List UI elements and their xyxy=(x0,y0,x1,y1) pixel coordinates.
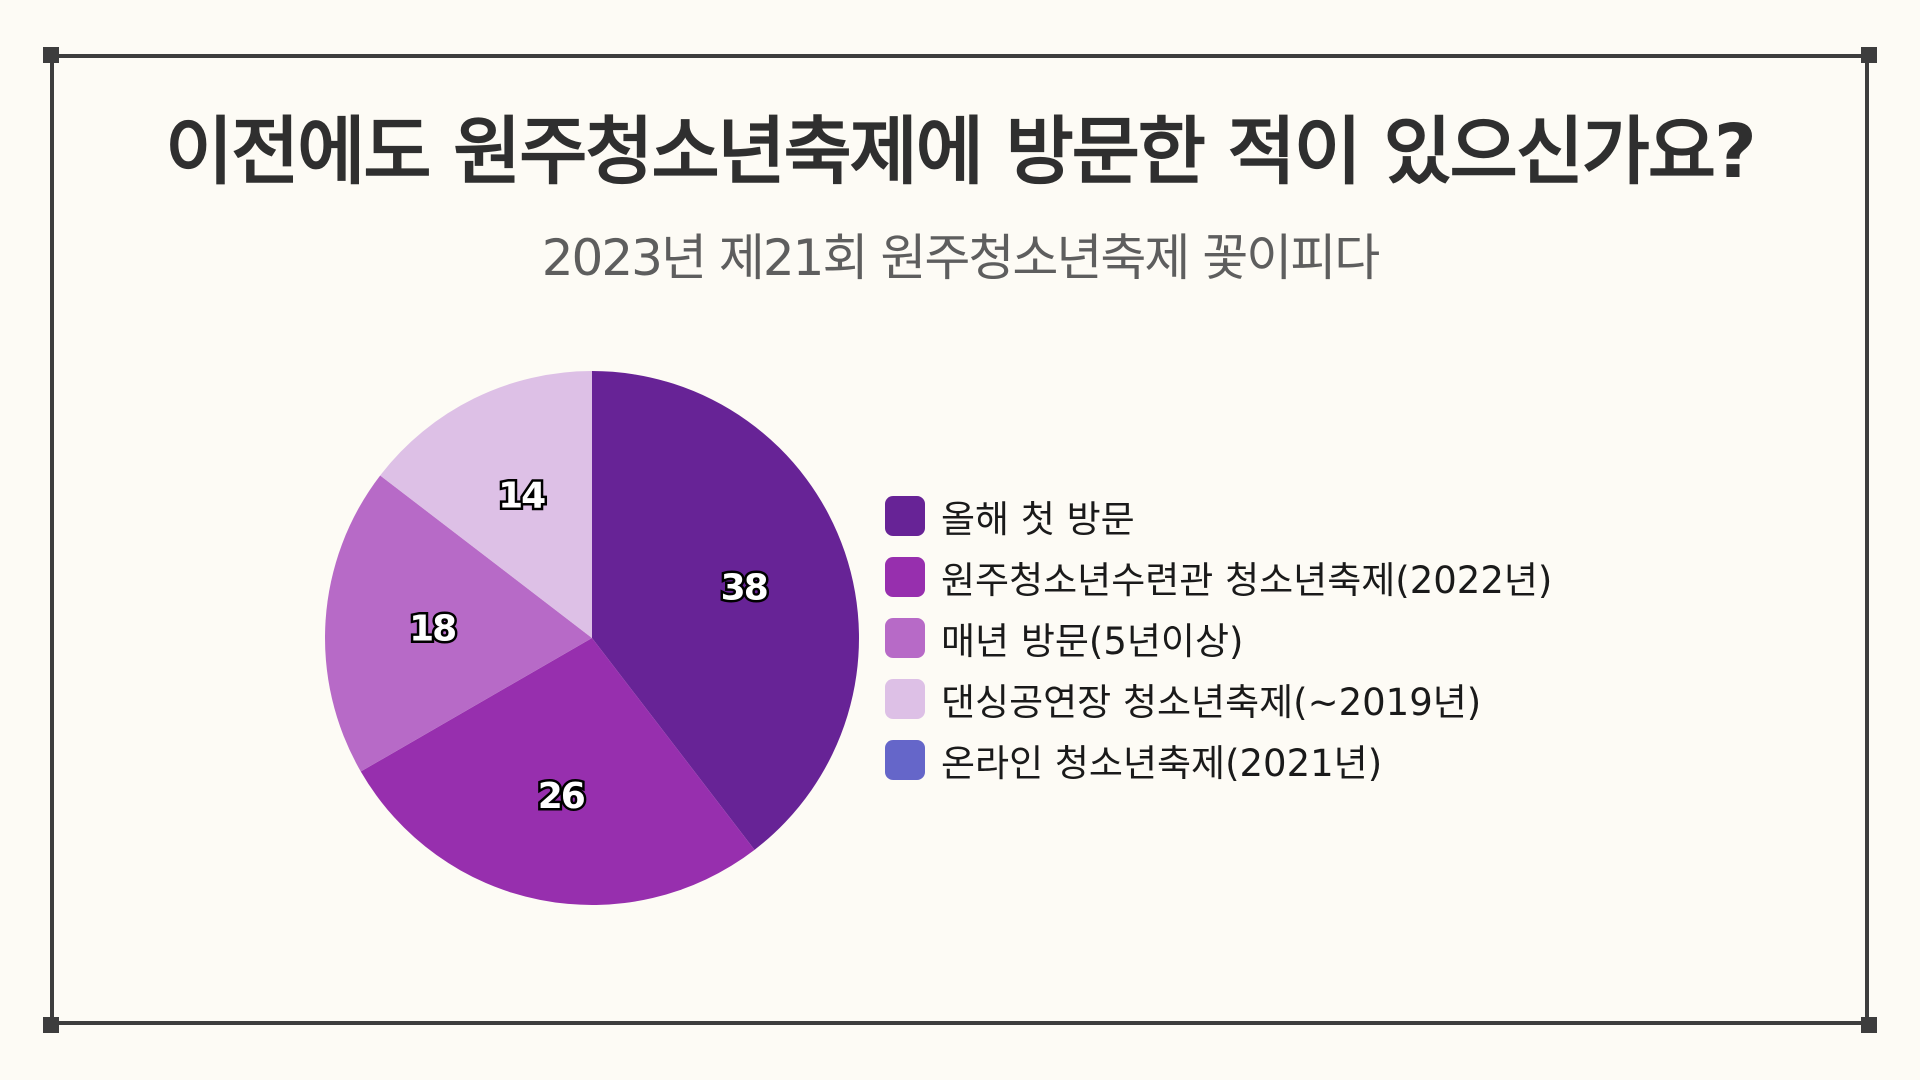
pie-slice-4 xyxy=(380,371,592,638)
legend-label: 온라인 청소년축제(2021년) xyxy=(941,741,1383,785)
page-title: 이전에도 원주청소년축제에 방문한 적이 있으신가요? xyxy=(165,109,1757,195)
frame-corner-top-right xyxy=(1861,47,1877,63)
page-subtitle: 2023년 제21회 원주청소년축제 꽃이피다 xyxy=(541,229,1381,287)
pie-slice-2 xyxy=(360,638,755,905)
pie-slice-1 xyxy=(592,371,859,850)
legend-item: 댄싱공연장 청소년축제(~2019년) xyxy=(885,668,1552,729)
legend-swatch xyxy=(885,495,925,536)
frame-corner-bottom-right xyxy=(1861,1017,1877,1033)
pie-slice-label-2: 26 xyxy=(538,776,585,817)
frame-border xyxy=(50,54,1869,1025)
pie-slice-label-3: 18 xyxy=(409,609,455,650)
legend-swatch xyxy=(885,739,925,780)
legend-label: 원주청소년수련관 청소년축제(2022년) xyxy=(941,558,1553,602)
legend-item: 매년 방문(5년이상) xyxy=(885,607,1552,668)
pie-slice-label-1: 38 xyxy=(721,568,767,609)
pie-slice-label-4: 14 xyxy=(498,475,545,516)
legend-swatch xyxy=(885,556,925,597)
legend-label: 매년 방문(5년이상) xyxy=(941,619,1244,663)
pie-slice-3 xyxy=(325,475,592,772)
frame-corner-bottom-left xyxy=(43,1017,59,1033)
legend-swatch xyxy=(885,617,925,658)
legend-item: 원주청소년수련관 청소년축제(2022년) xyxy=(885,546,1552,607)
frame-corner-top-left xyxy=(43,47,59,63)
legend-item: 온라인 청소년축제(2021년) xyxy=(885,729,1552,790)
legend-label: 올해 첫 방문 xyxy=(941,497,1135,541)
legend-swatch xyxy=(885,678,925,719)
legend-label: 댄싱공연장 청소년축제(~2019년) xyxy=(941,680,1482,724)
legend-item: 올해 첫 방문 xyxy=(885,485,1552,546)
